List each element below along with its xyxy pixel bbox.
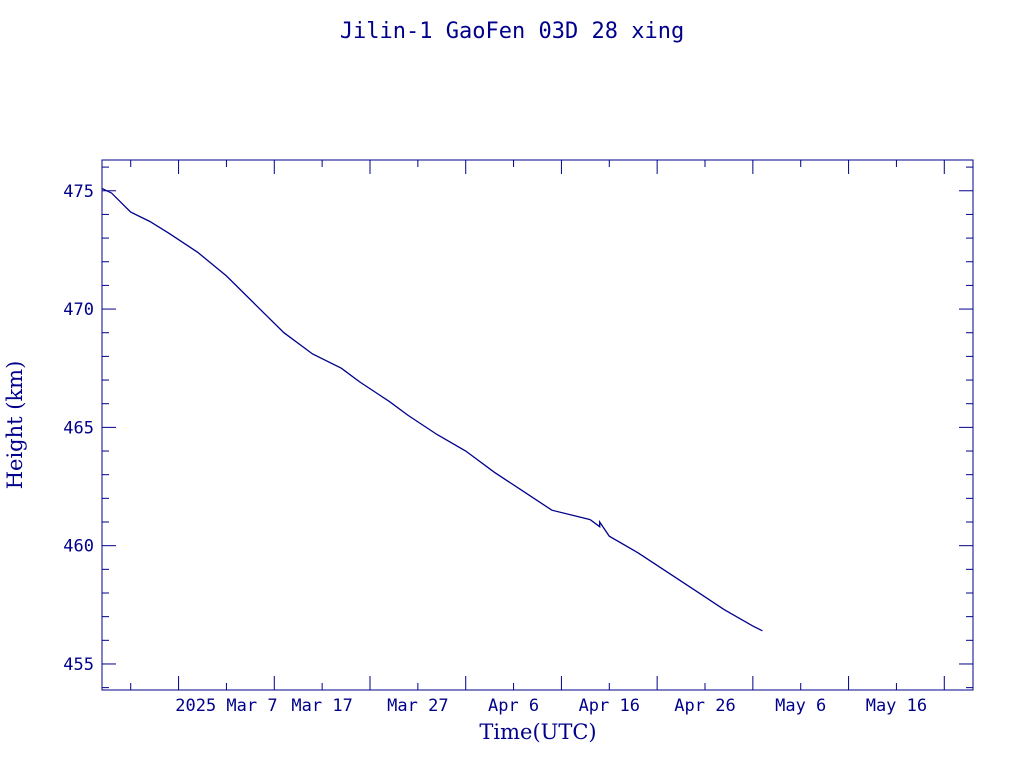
height-series-line xyxy=(101,187,763,632)
x-axis: 2025 Mar 7 Mar 17 Mar 27 Apr 6 Apr 16 Apr 26 M… xyxy=(130,160,945,716)
x-tick-label: Apr 26 xyxy=(674,696,735,716)
y-tick-label: 460 xyxy=(63,537,94,557)
chart-title: Jilin-1 GaoFen 03D 28 xing xyxy=(340,19,684,44)
x-tick-label: Mar 17 xyxy=(291,696,352,716)
x-tick-label: Mar 27 xyxy=(387,696,448,716)
x-tick-label: May 16 xyxy=(866,696,927,716)
x-tick-label: Apr 6 xyxy=(488,696,539,716)
x-axis-title: Time(UTC) xyxy=(479,720,596,744)
x-tick-label: 2025 Mar 7 xyxy=(175,696,277,716)
y-tick-label: 455 xyxy=(63,655,94,675)
y-axis-title: Height (km) xyxy=(3,361,27,490)
y-tick-label: 465 xyxy=(63,418,94,438)
y-axis: 455 460 465 470 475 xyxy=(63,166,973,689)
y-tick-label: 475 xyxy=(63,182,94,202)
x-tick-label: May 6 xyxy=(775,696,826,716)
x-tick-label: Apr 16 xyxy=(579,696,640,716)
plot-frame xyxy=(101,159,974,691)
y-tick-label: 470 xyxy=(63,300,94,320)
